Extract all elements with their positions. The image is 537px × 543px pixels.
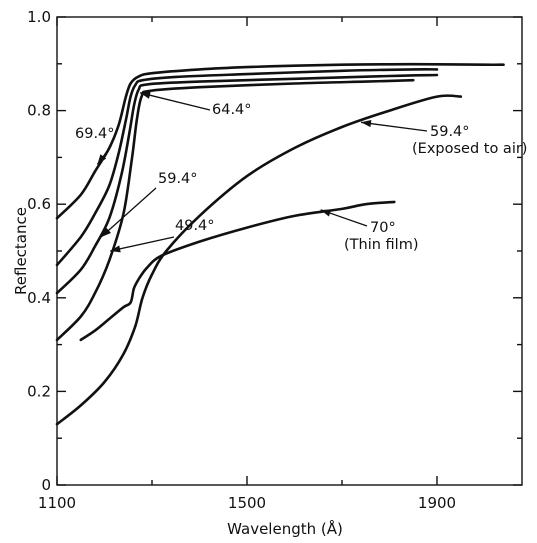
annotation-arrow-head xyxy=(110,245,121,253)
tick-labels: 1100 1500 1900 0 0.2 0.4 0.6 0.8 1.0 xyxy=(27,8,456,512)
series-curves xyxy=(55,62,505,426)
series-line-2 xyxy=(55,68,439,267)
series-line-3 xyxy=(55,73,439,295)
annotation-arrow-head xyxy=(97,154,107,165)
annotation-arrow-head xyxy=(101,227,112,237)
annotation-arrow-line xyxy=(110,236,175,252)
annotation-arrow-line xyxy=(360,121,428,132)
annotation-5: 59.4°(Exposed to air) xyxy=(360,120,527,157)
y-tick-label: 0.4 xyxy=(27,289,51,307)
annotation-arrow-head xyxy=(320,209,332,217)
y-tick-label: 1.0 xyxy=(27,8,51,26)
annotation-arrow-line xyxy=(139,92,211,111)
y-tick-label: 0.2 xyxy=(27,382,51,400)
annotation-sublabel: (Exposed to air) xyxy=(412,141,527,157)
annotation-arrow-head xyxy=(140,91,151,99)
annotation-arrow-line xyxy=(100,187,157,238)
annotation-label: 70° xyxy=(370,220,396,236)
annotation-2: 64.4° xyxy=(139,91,252,118)
x-tick-label: 1100 xyxy=(38,494,76,512)
annotation-label: 59.4° xyxy=(430,124,470,140)
curve-annotations: 69.4°64.4°59.4°49.4°59.4°(Exposed to air… xyxy=(75,91,527,253)
y-tick-label: 0 xyxy=(41,476,51,494)
annotation-1: 69.4° xyxy=(75,126,115,165)
series-line-4 xyxy=(55,78,415,342)
x-axis-title: Wavelength (Å) xyxy=(227,519,343,538)
annotation-label: 64.4° xyxy=(212,102,252,118)
annotation-sublabel: (Thin film) xyxy=(344,237,418,253)
axis-ticks xyxy=(56,16,522,486)
y-tick-label: 0.6 xyxy=(27,195,51,213)
annotation-6: 70°(Thin film) xyxy=(320,209,418,253)
x-tick-label: 1500 xyxy=(228,494,266,512)
plot-frame xyxy=(56,16,523,486)
annotation-label: 59.4° xyxy=(158,171,198,187)
annotation-label: 69.4° xyxy=(75,126,115,142)
x-tick-label: 1900 xyxy=(418,494,456,512)
y-axis-title: Reflectance xyxy=(12,207,30,295)
series-line-6 xyxy=(79,200,396,342)
series-line-1 xyxy=(55,62,505,220)
y-tick-label: 0.8 xyxy=(27,102,51,120)
annotation-arrow-head xyxy=(361,120,372,128)
annotation-label: 49.4° xyxy=(175,218,215,234)
annotation-4: 49.4° xyxy=(110,218,215,253)
annotation-3: 59.4° xyxy=(100,171,198,238)
series-line-5 xyxy=(55,94,463,426)
